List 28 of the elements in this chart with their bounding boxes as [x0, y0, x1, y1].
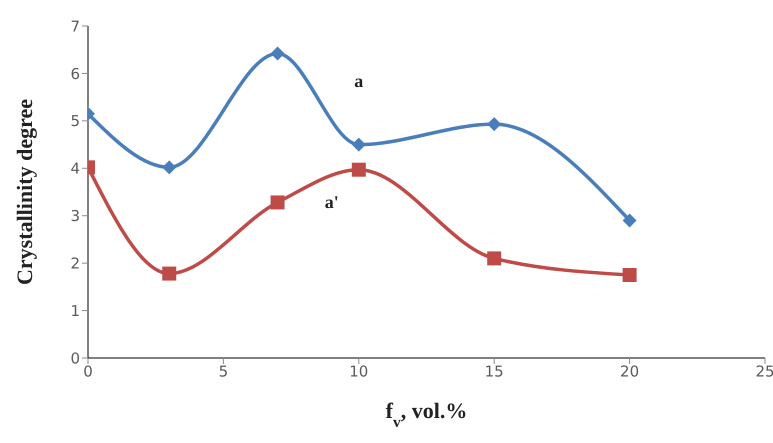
- x-axis-title: f$_{v}$, vol.%: [386, 398, 468, 430]
- point: [270, 46, 285, 61]
- y-tick-label: 2: [70, 254, 80, 272]
- y-tick-label: 4: [70, 160, 80, 178]
- x-tick-label: 20: [620, 362, 640, 381]
- point: [270, 195, 285, 210]
- y-tick-label: 3: [70, 207, 80, 226]
- point: [622, 268, 637, 282]
- x-tick-label: 25: [755, 362, 773, 381]
- point: [487, 117, 502, 132]
- y-tick-label: 0: [70, 349, 80, 368]
- x-tick-label: 0: [83, 362, 93, 381]
- y-tick-label: 1: [70, 302, 80, 320]
- point: [352, 138, 366, 152]
- point: [162, 266, 176, 281]
- x-tick-label: 10: [349, 362, 368, 381]
- point: [162, 160, 176, 174]
- x-tick-label: 15: [484, 362, 504, 381]
- point: [352, 162, 366, 177]
- y-tick-label: 7: [70, 17, 80, 36]
- point: [487, 251, 502, 266]
- series-label: a': [324, 192, 339, 212]
- x-tick-label: 5: [218, 362, 228, 381]
- point: [622, 213, 637, 228]
- y-tick-label: 5: [70, 112, 80, 130]
- y-axis-title: Crystallinity degree: [12, 98, 37, 285]
- series-label: a: [354, 70, 364, 91]
- y-tick-label: 6: [70, 64, 80, 83]
